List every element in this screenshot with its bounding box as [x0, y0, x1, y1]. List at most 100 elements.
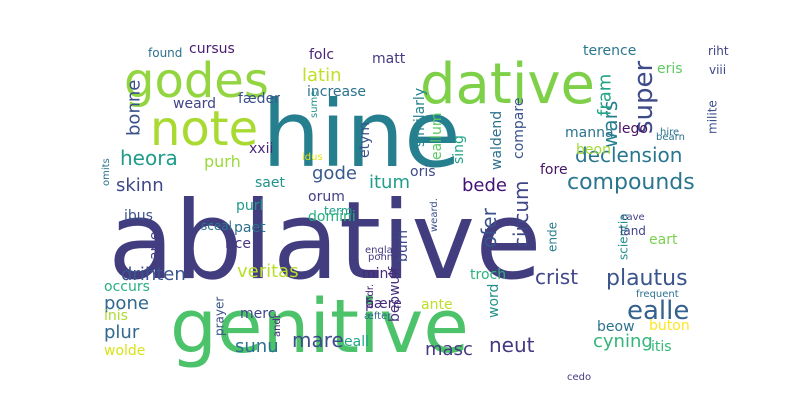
cloud-word: lego	[618, 121, 648, 137]
cloud-word: hine	[262, 81, 461, 188]
cloud-word: andr.	[365, 284, 376, 309]
cloud-word: weard	[173, 96, 216, 112]
cloud-word: itis	[651, 339, 672, 355]
cloud-word: waldend	[489, 111, 505, 170]
cloud-word: rice	[225, 236, 251, 252]
cloud-word: plur	[104, 322, 140, 343]
cloud-word: riht	[708, 44, 729, 58]
cloud-word: xxii	[249, 141, 273, 157]
cloud-word: sunu	[235, 336, 279, 357]
cloud-word: bearn	[656, 132, 685, 143]
cloud-word: bede	[462, 175, 507, 196]
cloud-word: godes	[124, 53, 269, 109]
cloud-word: gode	[312, 163, 357, 184]
cloud-word: þære	[365, 296, 402, 312]
cloud-word: ablative	[108, 179, 542, 304]
cloud-word: æfter	[364, 311, 392, 322]
cloud-word: ofer	[477, 207, 501, 248]
cloud-word: engla	[365, 245, 393, 256]
cloud-word: fram	[594, 74, 615, 116]
cloud-word: buton	[649, 318, 690, 334]
cloud-word: mare	[292, 328, 344, 352]
cloud-word: wolde	[104, 343, 145, 359]
cloud-word: matt	[372, 51, 406, 67]
cloud-word: found	[148, 46, 182, 60]
cloud-word: saet	[255, 175, 285, 191]
cloud-word: paet	[234, 220, 266, 236]
cloud-word: plautus	[606, 266, 688, 291]
cloud-word: compare	[511, 98, 527, 159]
cloud-word: viii	[709, 63, 726, 77]
cloud-word: drihten	[121, 264, 186, 285]
cloud-word: ibus	[124, 208, 153, 224]
cloud-word: land	[620, 224, 646, 238]
cloud-word: orum	[308, 189, 345, 205]
cloud-word: purh	[204, 152, 241, 171]
cloud-word: inis	[104, 308, 128, 324]
cloud-word: pone	[104, 293, 149, 314]
cloud-word: terence	[583, 43, 636, 59]
cloud-word: genitive	[170, 284, 469, 370]
cloud-word: ponne	[368, 252, 399, 263]
cloud-word: sume	[309, 91, 320, 118]
cloud-word: beowulf	[387, 266, 403, 322]
cloud-word: oris	[410, 164, 436, 180]
cloud-word: bonne	[123, 80, 144, 136]
cloud-word: neut	[489, 333, 535, 357]
cloud-word: folc	[309, 47, 334, 63]
cloud-word: ante	[421, 297, 453, 313]
cloud-word: circum	[509, 181, 533, 249]
cloud-word: similarly	[412, 88, 428, 147]
cloud-word: super	[629, 60, 659, 134]
cloud-word: note	[150, 101, 258, 157]
cloud-word: troch	[470, 267, 506, 283]
cloud-word: latin	[302, 65, 342, 86]
cloud-word: dative	[420, 52, 595, 117]
cloud-word: cyning	[593, 331, 653, 352]
cloud-word: fæder	[238, 91, 280, 107]
cloud-word: ealle	[627, 296, 689, 326]
cloud-word: milite	[706, 100, 720, 134]
cloud-word: mine	[362, 266, 397, 282]
cloud-word: sceal	[201, 219, 232, 233]
cloud-word: eallum	[429, 113, 445, 160]
cloud-word: idus	[302, 152, 323, 163]
cloud-word: cave	[621, 212, 645, 223]
cloud-word: merc	[240, 306, 275, 322]
cloud-word: purl	[236, 198, 263, 214]
cloud-word: eris	[657, 61, 683, 77]
cloud-word: omits	[101, 158, 112, 186]
cloud-word: declension	[575, 143, 682, 167]
cloud-word: masc	[425, 339, 473, 360]
cloud-word: eall	[344, 334, 369, 350]
cloud-word: etym	[357, 122, 373, 158]
cloud-word: prayer	[213, 297, 227, 336]
cloud-word: term	[324, 204, 353, 218]
cloud-word: compounds	[567, 170, 695, 195]
cloud-word: skinn	[116, 175, 164, 196]
cloud-word: itum	[369, 172, 410, 193]
cloud-word: domini	[308, 209, 356, 225]
cloud-word: cursus	[189, 41, 235, 57]
cloud-word: beow	[597, 319, 635, 335]
cloud-word: veritas	[237, 261, 299, 282]
cloud-word: weard.	[429, 198, 440, 232]
cloud-word: cedo	[567, 372, 591, 383]
cloud-word: wars	[598, 101, 622, 148]
cloud-word: eart	[649, 232, 678, 248]
cloud-word: word	[486, 284, 502, 318]
cloud-word: frequent	[636, 289, 679, 300]
cloud-word: artes	[147, 224, 163, 260]
cloud-word: increase	[307, 84, 366, 100]
cloud-word: beon	[576, 142, 611, 158]
cloud-word: crist	[535, 265, 578, 289]
cloud-word: andr	[272, 313, 283, 337]
cloud-word: hire	[660, 127, 679, 138]
cloud-word: sing	[451, 135, 467, 164]
cloud-word: scientia	[617, 213, 631, 260]
cloud-word: ende	[546, 222, 560, 252]
cloud-word: fore	[540, 162, 568, 178]
cloud-word: occurs	[104, 279, 150, 295]
cloud-word: burh	[395, 230, 411, 262]
